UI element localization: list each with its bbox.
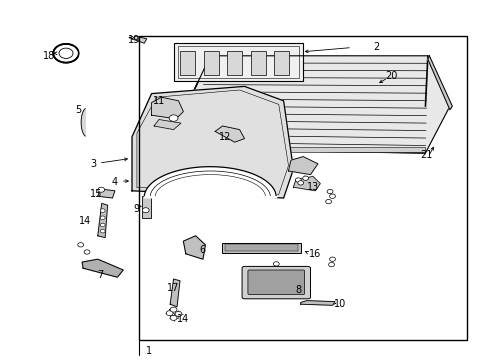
Circle shape xyxy=(100,229,105,233)
Circle shape xyxy=(295,178,301,182)
Bar xyxy=(139,36,466,340)
Bar xyxy=(227,51,242,75)
Bar xyxy=(203,51,218,75)
Text: 16: 16 xyxy=(308,249,321,259)
Text: 8: 8 xyxy=(295,285,301,295)
Bar xyxy=(142,196,150,218)
Bar xyxy=(173,43,303,81)
Polygon shape xyxy=(98,203,107,238)
Text: 18: 18 xyxy=(42,51,55,61)
Text: 1: 1 xyxy=(146,346,152,356)
Polygon shape xyxy=(427,56,451,110)
FancyBboxPatch shape xyxy=(242,266,310,299)
Text: 2: 2 xyxy=(373,42,379,52)
Text: 9: 9 xyxy=(134,204,140,214)
Polygon shape xyxy=(82,259,123,277)
Text: 15: 15 xyxy=(89,189,102,199)
Circle shape xyxy=(175,311,182,316)
Circle shape xyxy=(100,216,105,220)
Text: 13: 13 xyxy=(306,182,319,192)
Bar xyxy=(180,51,195,75)
Text: 3: 3 xyxy=(90,159,96,169)
Polygon shape xyxy=(293,176,320,191)
Text: 21: 21 xyxy=(419,150,432,160)
Polygon shape xyxy=(183,236,205,259)
Text: 14: 14 xyxy=(79,216,92,226)
Polygon shape xyxy=(170,279,180,307)
Circle shape xyxy=(297,181,303,185)
Circle shape xyxy=(166,311,173,316)
Text: 14: 14 xyxy=(177,314,189,324)
Circle shape xyxy=(100,209,105,212)
Polygon shape xyxy=(98,189,115,198)
Polygon shape xyxy=(151,97,183,119)
Polygon shape xyxy=(154,120,181,130)
Text: 20: 20 xyxy=(384,71,397,81)
Circle shape xyxy=(325,199,331,204)
Circle shape xyxy=(142,208,149,213)
Polygon shape xyxy=(300,301,334,305)
FancyBboxPatch shape xyxy=(247,270,304,294)
Circle shape xyxy=(78,243,83,247)
Circle shape xyxy=(170,307,177,312)
Text: 11: 11 xyxy=(152,96,165,106)
Circle shape xyxy=(100,223,105,227)
Polygon shape xyxy=(132,86,293,198)
Circle shape xyxy=(329,194,335,198)
Text: 10: 10 xyxy=(333,299,346,309)
Bar xyxy=(222,243,300,253)
Circle shape xyxy=(84,250,90,254)
Text: 4: 4 xyxy=(112,177,118,187)
Polygon shape xyxy=(288,157,317,175)
Text: 19: 19 xyxy=(128,35,141,45)
Circle shape xyxy=(326,189,332,194)
Polygon shape xyxy=(215,126,244,142)
Text: 7: 7 xyxy=(97,270,103,280)
Polygon shape xyxy=(81,109,85,136)
Text: 5: 5 xyxy=(75,105,81,115)
Circle shape xyxy=(273,262,279,266)
Bar xyxy=(274,51,288,75)
Bar xyxy=(250,51,265,75)
Bar xyxy=(177,46,299,78)
Circle shape xyxy=(302,176,308,180)
Circle shape xyxy=(328,262,334,267)
Bar xyxy=(188,147,424,152)
Circle shape xyxy=(169,115,178,121)
Circle shape xyxy=(170,315,177,320)
Polygon shape xyxy=(132,36,146,43)
Text: 6: 6 xyxy=(200,245,205,255)
Text: 17: 17 xyxy=(167,283,180,293)
Circle shape xyxy=(98,187,104,192)
Bar xyxy=(224,244,298,251)
Polygon shape xyxy=(188,56,449,153)
Circle shape xyxy=(329,257,335,261)
Text: 12: 12 xyxy=(218,132,231,142)
